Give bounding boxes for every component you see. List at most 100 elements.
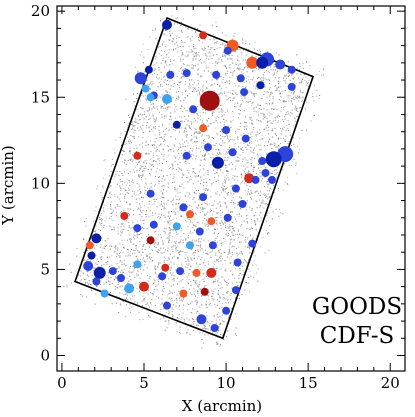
source-point (233, 258, 242, 267)
noise-point (174, 181, 176, 183)
noise-point (219, 47, 221, 49)
noise-point (161, 105, 163, 107)
noise-point (202, 120, 204, 122)
noise-point (156, 155, 158, 157)
noise-point (244, 96, 246, 98)
noise-point (195, 213, 197, 215)
noise-point (179, 241, 181, 243)
noise-point (180, 239, 182, 241)
noise-point (175, 157, 177, 159)
noise-point (133, 267, 135, 269)
noise-point (174, 160, 176, 162)
noise-point (228, 141, 230, 143)
noise-point (133, 193, 135, 195)
noise-point (134, 252, 136, 254)
noise-point (217, 293, 219, 295)
noise-point (163, 34, 165, 36)
noise-point (270, 108, 272, 110)
noise-point (146, 267, 148, 269)
noise-point (209, 252, 211, 254)
noise-point (154, 147, 156, 149)
noise-point (204, 329, 206, 331)
noise-point (229, 83, 231, 85)
noise-point (171, 63, 173, 65)
noise-point (251, 102, 253, 104)
noise-point (245, 40, 247, 42)
noise-point (157, 244, 159, 246)
noise-point (143, 300, 145, 302)
noise-point (170, 100, 172, 102)
noise-point (242, 234, 244, 236)
noise-point (186, 326, 188, 328)
noise-point (263, 82, 265, 84)
noise-point (154, 68, 156, 70)
noise-point (185, 160, 187, 162)
noise-point (237, 204, 239, 206)
noise-point (266, 220, 268, 222)
noise-point (225, 188, 227, 190)
noise-point (257, 88, 259, 90)
noise-point (116, 171, 118, 173)
noise-point (84, 281, 86, 283)
noise-point (140, 168, 142, 170)
noise-point (149, 253, 151, 255)
noise-point (250, 159, 252, 161)
noise-point (140, 118, 142, 120)
noise-point (107, 272, 109, 274)
noise-point (140, 191, 142, 193)
noise-point (168, 220, 170, 222)
noise-point (252, 70, 254, 72)
noise-point (139, 100, 141, 102)
noise-point (111, 193, 113, 195)
noise-point (219, 222, 221, 224)
noise-point (211, 250, 213, 252)
noise-point (222, 76, 224, 78)
noise-point (199, 151, 201, 153)
noise-point (169, 235, 171, 237)
noise-point (270, 94, 272, 96)
source-point (176, 267, 185, 276)
noise-point (90, 271, 92, 273)
noise-point (235, 132, 237, 134)
noise-point (184, 41, 186, 43)
noise-point (158, 213, 160, 215)
noise-point (78, 274, 80, 276)
noise-point (99, 222, 101, 224)
noise-point (177, 46, 179, 48)
noise-point (175, 250, 177, 252)
noise-point (256, 272, 258, 274)
noise-point (173, 145, 175, 147)
noise-point (92, 279, 94, 281)
noise-point (193, 224, 195, 226)
noise-point (205, 219, 207, 221)
noise-point (194, 187, 196, 189)
noise-point (214, 173, 216, 175)
noise-point (278, 77, 280, 79)
noise-point (267, 203, 269, 205)
noise-point (234, 90, 236, 92)
noise-point (256, 218, 258, 220)
noise-point (193, 82, 195, 84)
noise-point (202, 91, 204, 93)
noise-point (284, 90, 286, 92)
noise-point (246, 172, 248, 174)
noise-point (152, 292, 154, 294)
noise-point (149, 257, 151, 259)
noise-point (170, 85, 172, 87)
noise-point (205, 312, 207, 314)
noise-point (236, 138, 238, 140)
noise-point (134, 166, 136, 168)
noise-point (183, 304, 185, 306)
noise-point (142, 166, 144, 168)
source-point (186, 241, 194, 250)
noise-point (295, 116, 297, 118)
noise-point (239, 252, 241, 254)
noise-point (109, 292, 111, 294)
x-tick-label: 10 (217, 374, 236, 392)
noise-point (211, 210, 213, 212)
noise-point (193, 320, 195, 322)
noise-point (258, 57, 260, 59)
noise-point (219, 240, 221, 242)
noise-point (218, 111, 220, 113)
noise-point (79, 280, 81, 282)
